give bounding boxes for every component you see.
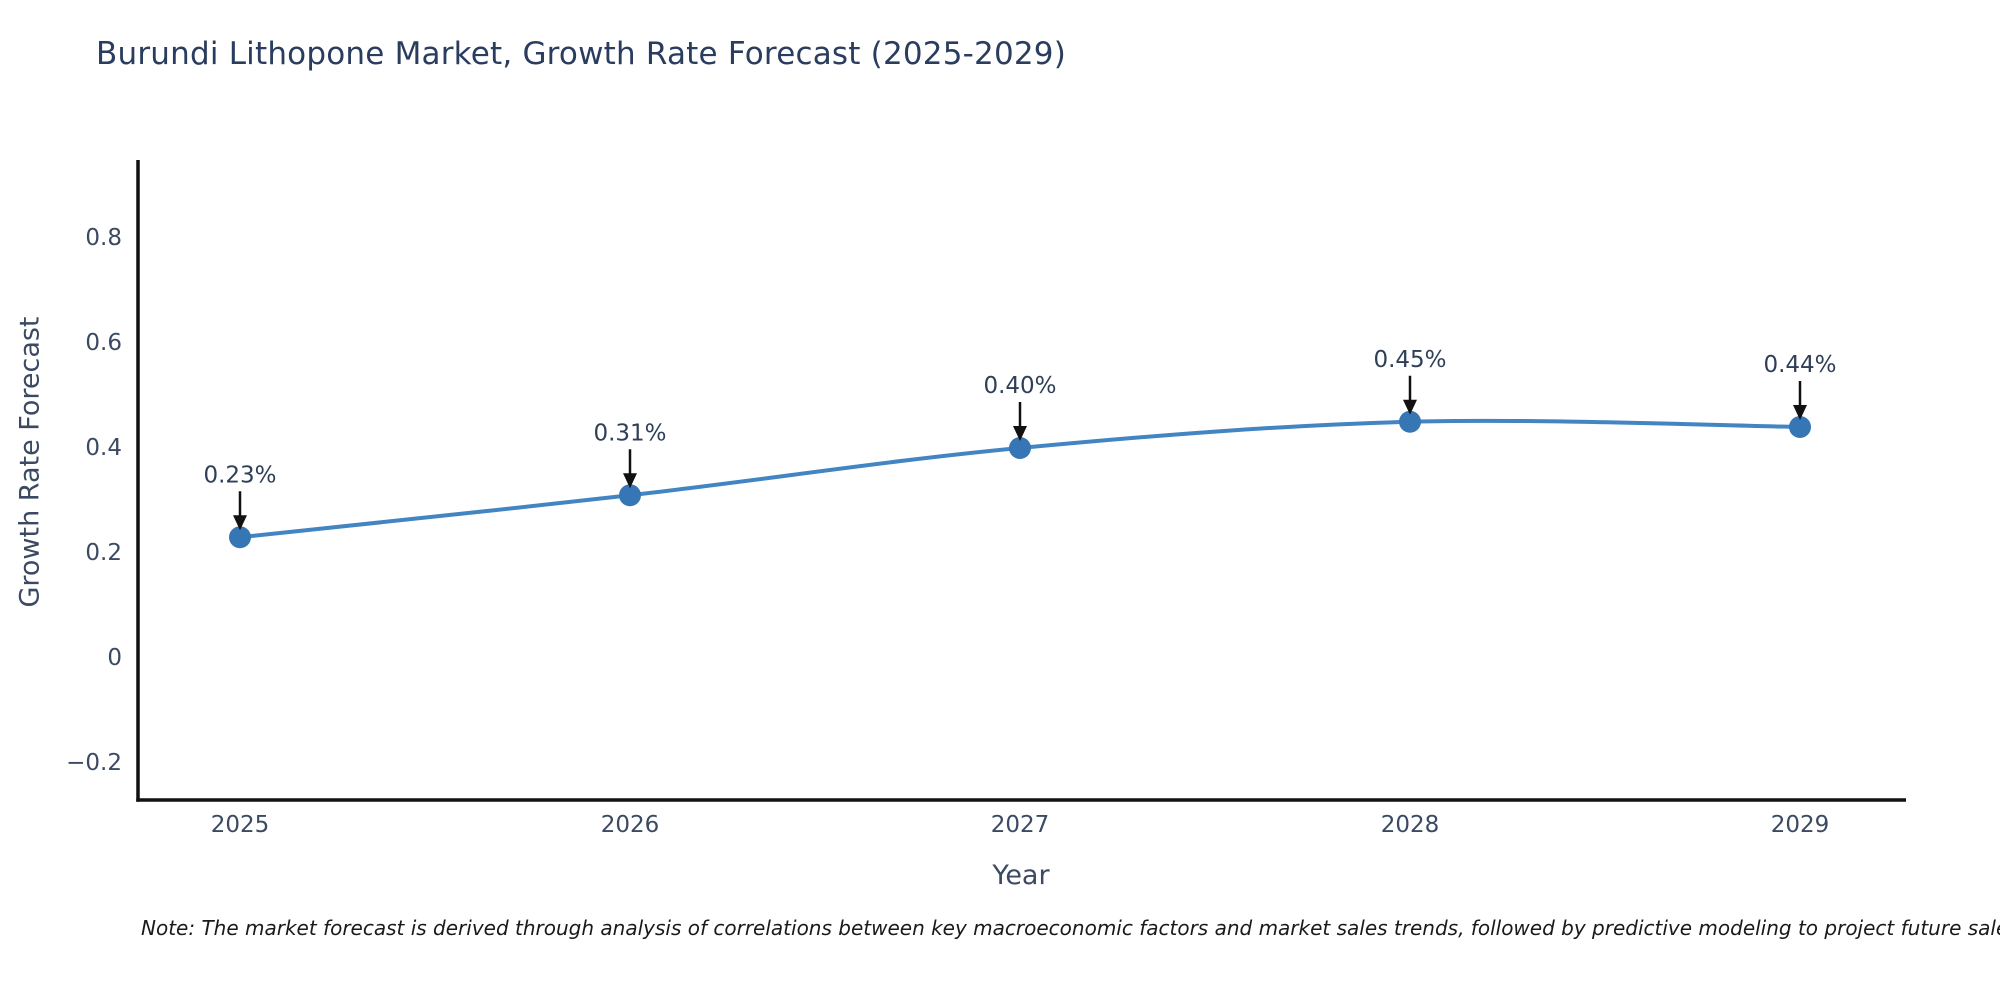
x-tick-label: 2028	[1381, 812, 1440, 838]
data-point-marker[interactable]	[1009, 437, 1031, 459]
data-point-marker[interactable]	[619, 484, 641, 507]
data-point-marker[interactable]	[1789, 416, 1811, 438]
x-tick-label: 2027	[991, 812, 1050, 838]
annotation-arrowhead	[233, 515, 247, 531]
y-tick-label: 0	[107, 645, 122, 671]
data-point-label: 0.44%	[1763, 352, 1836, 378]
data-point-marker[interactable]	[229, 526, 251, 549]
y-tick-label: −0.2	[66, 750, 122, 776]
annotation-arrowhead	[1013, 426, 1027, 441]
y-tick-label: 0.2	[85, 540, 122, 566]
annotation-arrowhead	[623, 473, 637, 489]
footnote: Note: The market forecast is derived thr…	[141, 916, 2000, 940]
x-tick-label: 2029	[1771, 812, 1830, 838]
chart-title: Burundi Lithopone Market, Growth Rate Fo…	[96, 36, 1067, 72]
data-point-marker[interactable]	[1399, 410, 1421, 433]
x-tick-label: 2026	[601, 812, 660, 838]
data-point-label: 0.40%	[983, 373, 1056, 399]
data-point-label: 0.45%	[1373, 347, 1446, 373]
y-tick-label: 0.6	[85, 330, 122, 356]
data-point-label: 0.23%	[203, 462, 276, 488]
y-tick-label: 0.8	[85, 225, 122, 251]
annotation-arrowhead	[1793, 405, 1807, 420]
annotation-arrowhead	[1403, 399, 1417, 415]
y-tick-label: 0.4	[85, 435, 122, 461]
x-axis-title: Year	[992, 860, 1050, 891]
data-point-label: 0.31%	[593, 420, 666, 446]
x-tick-label: 2025	[211, 812, 270, 838]
